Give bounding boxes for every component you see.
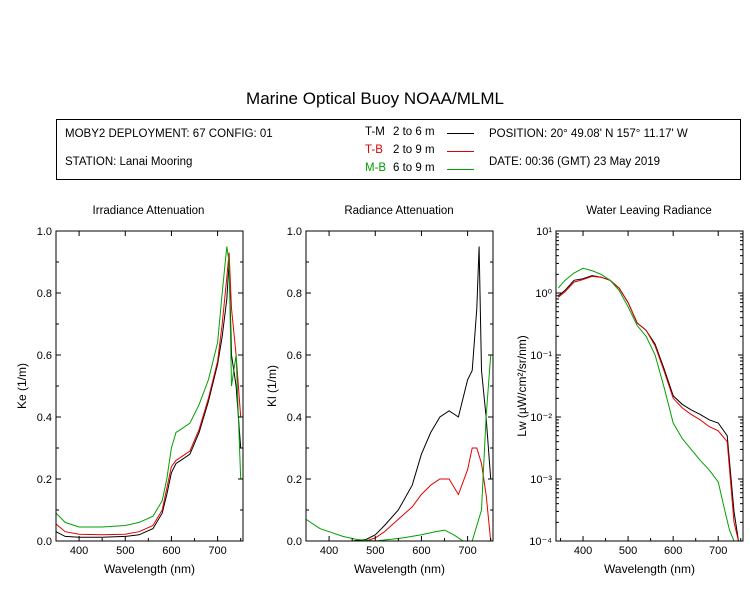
x-tick-label-irradiance: 500: [116, 545, 134, 557]
x-axis-label-irradiance: Wavelength (nm): [104, 562, 195, 576]
x-tick-label-irradiance: 600: [162, 545, 180, 557]
y-tick-label-irradiance: 0.0: [37, 536, 52, 548]
y-tick-label-irradiance: 0.4: [37, 412, 52, 424]
legend-range-tm: 2 to 6 m: [393, 126, 435, 138]
legend-line-tb: [447, 151, 474, 152]
y-tick-label-irradiance: 0.8: [37, 288, 52, 300]
x-tick-label-radiance: 600: [412, 545, 430, 557]
plot-frame-irradiance: [55, 230, 244, 542]
y-tick-label-radiance: 0.0: [287, 536, 302, 548]
x-tick-label-radiance: 700: [458, 545, 476, 557]
x-tick-label-water-leaving: 500: [619, 545, 637, 557]
legend-code-mb: M-B: [365, 162, 387, 174]
legend-line-mb: [447, 169, 474, 170]
x-tick-label-irradiance: 400: [70, 545, 88, 557]
x-axis-label-water-leaving: Wavelength (nm): [604, 562, 695, 576]
y-tick-label-water-leaving: 10⁻¹: [530, 350, 552, 362]
y-tick-label-water-leaving: 10⁻³: [530, 474, 552, 486]
legend-range-tb: 2 to 9 m: [393, 144, 435, 156]
series-line-water-leaving-m-b: [557, 267, 735, 541]
series-line-irradiance-t-b: [56, 252, 242, 536]
panel-title-irradiance: Irradiance Attenuation: [92, 205, 205, 217]
series-line-radiance-t-m: [306, 246, 492, 541]
series-line-water-leaving-t-m: [557, 275, 739, 541]
panel-title-water-leaving: Water Leaving Radiance: [586, 205, 712, 217]
y-axis-label-radiance: Kl (1/m): [265, 365, 279, 407]
x-tick-label-water-leaving: 700: [709, 545, 727, 557]
date-text: DATE: 00:36 (GMT) 23 May 2019: [489, 156, 661, 168]
y-axis-label-water-leaving: Lw (µW/cm²/sr/nm): [515, 335, 529, 437]
y-tick-label-water-leaving: 10⁻⁴: [529, 536, 552, 548]
legend-code-tb: T-B: [365, 144, 383, 156]
x-tick-label-water-leaving: 400: [574, 545, 592, 557]
station-text: STATION: Lanai Mooring: [65, 156, 193, 168]
y-tick-label-radiance: 0.8: [287, 288, 302, 300]
x-tick-label-radiance: 500: [366, 545, 384, 557]
y-tick-label-irradiance: 0.2: [37, 474, 52, 486]
y-tick-label-radiance: 1.0: [287, 226, 302, 238]
series-line-irradiance-t-m: [56, 261, 242, 538]
series-line-radiance-t-b: [306, 447, 492, 541]
x-tick-label-radiance: 400: [320, 545, 338, 557]
x-tick-label-irradiance: 700: [208, 545, 226, 557]
plot-frame-water-leaving: [555, 230, 744, 542]
legend-line-tm: [447, 133, 474, 134]
chart-main-title: Marine Optical Buoy NOAA/MLML: [246, 89, 504, 108]
x-tick-label-water-leaving: 600: [664, 545, 682, 557]
y-axis-label-irradiance: Ke (1/m): [15, 363, 29, 409]
series-line-water-leaving-t-b: [557, 275, 739, 541]
legend-code-tm: T-M: [365, 126, 385, 138]
y-tick-label-water-leaving: 10⁰: [535, 288, 552, 300]
deployment-text: MOBY2 DEPLOYMENT: 67 CONFIG: 01: [65, 128, 273, 140]
series-line-radiance-m-b: [306, 354, 492, 541]
y-tick-label-water-leaving: 10⁻²: [530, 412, 552, 424]
series-line-irradiance-m-b: [56, 246, 242, 528]
panel-title-radiance: Radiance Attenuation: [344, 205, 454, 217]
position-text: POSITION: 20° 49.08' N 157° 11.17' W: [489, 128, 688, 140]
y-tick-label-irradiance: 0.6: [37, 350, 52, 362]
plot-frame-radiance: [305, 230, 494, 542]
y-tick-label-water-leaving: 10¹: [536, 226, 552, 238]
y-tick-label-radiance: 0.2: [287, 474, 302, 486]
info-box: MOBY2 DEPLOYMENT: 67 CONFIG: 01 STATION:…: [56, 119, 741, 180]
legend-range-mb: 6 to 9 m: [393, 162, 435, 174]
y-tick-label-radiance: 0.4: [287, 412, 302, 424]
x-axis-label-radiance: Wavelength (nm): [354, 562, 445, 576]
y-tick-label-radiance: 0.6: [287, 350, 302, 362]
y-tick-label-irradiance: 1.0: [37, 226, 52, 238]
